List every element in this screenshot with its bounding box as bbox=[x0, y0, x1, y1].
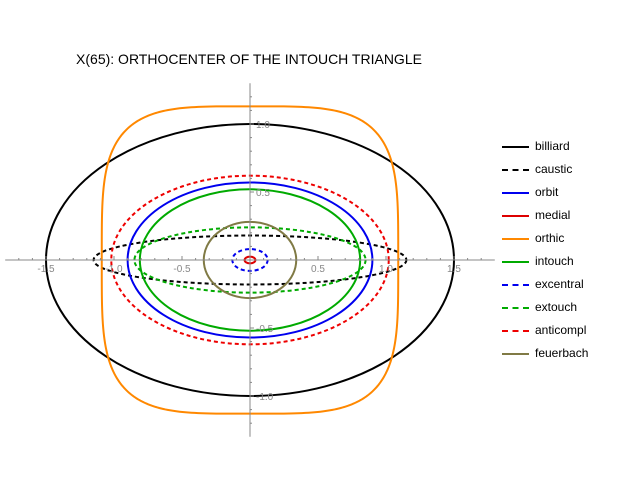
x-tick-label: -0.5 bbox=[173, 264, 191, 275]
legend-swatch bbox=[502, 192, 529, 194]
legend-item-orbit: orbit bbox=[502, 182, 622, 205]
legend-label: excentral bbox=[535, 277, 584, 291]
legend-item-medial: medial bbox=[502, 205, 622, 228]
legend-swatch bbox=[502, 284, 529, 286]
legend-item-billiard: billiard bbox=[502, 136, 622, 159]
legend-swatch bbox=[502, 307, 529, 309]
legend-item-intouch: intouch bbox=[502, 251, 622, 274]
legend-swatch bbox=[502, 330, 529, 332]
legend-label: billiard bbox=[535, 139, 570, 153]
y-tick-label: -1.0 bbox=[256, 392, 274, 403]
legend: billiard caustic orbit medial orthic intouch e… bbox=[502, 136, 622, 366]
legend-item-feuerbach: feuerbach bbox=[502, 343, 622, 366]
x-tick-label: 1.5 bbox=[447, 264, 461, 275]
legend-item-excentral: excentral bbox=[502, 274, 622, 297]
x-tick-label: 1.0 bbox=[379, 264, 393, 275]
legend-label: extouch bbox=[535, 300, 578, 314]
legend-swatch bbox=[502, 169, 529, 171]
legend-label: feuerbach bbox=[535, 346, 589, 360]
legend-item-orthic: orthic bbox=[502, 228, 622, 251]
legend-swatch bbox=[502, 215, 529, 217]
legend-swatch bbox=[502, 146, 529, 148]
legend-label: anticompl bbox=[535, 323, 587, 337]
x-tick-label: -1.0 bbox=[105, 264, 123, 275]
legend-label: intouch bbox=[535, 254, 574, 268]
legend-swatch bbox=[502, 238, 529, 240]
x-tick-label: -1.5 bbox=[37, 264, 55, 275]
y-tick-label: 1.0 bbox=[256, 120, 270, 131]
legend-swatch bbox=[502, 261, 529, 263]
legend-label: caustic bbox=[535, 162, 573, 176]
legend-swatch bbox=[502, 353, 529, 355]
axes-layer: -1.5 -1.0 -0.5 0.5 1.0 1.5 1.0 0.5 -0.5 -1.0 bbox=[5, 83, 495, 437]
chart-title: X(65): ORTHOCENTER OF THE INTOUCH TRIANG… bbox=[76, 51, 422, 67]
y-tick-label: -0.5 bbox=[256, 324, 274, 335]
legend-item-extouch: extouch bbox=[502, 297, 622, 320]
x-tick-label: 0.5 bbox=[311, 264, 325, 275]
legend-label: orthic bbox=[535, 231, 565, 245]
legend-label: orbit bbox=[535, 185, 559, 199]
legend-item-anticompl: anticompl bbox=[502, 320, 622, 343]
y-tick-label: 0.5 bbox=[256, 188, 270, 199]
legend-item-caustic: caustic bbox=[502, 159, 622, 182]
legend-label: medial bbox=[535, 208, 571, 222]
